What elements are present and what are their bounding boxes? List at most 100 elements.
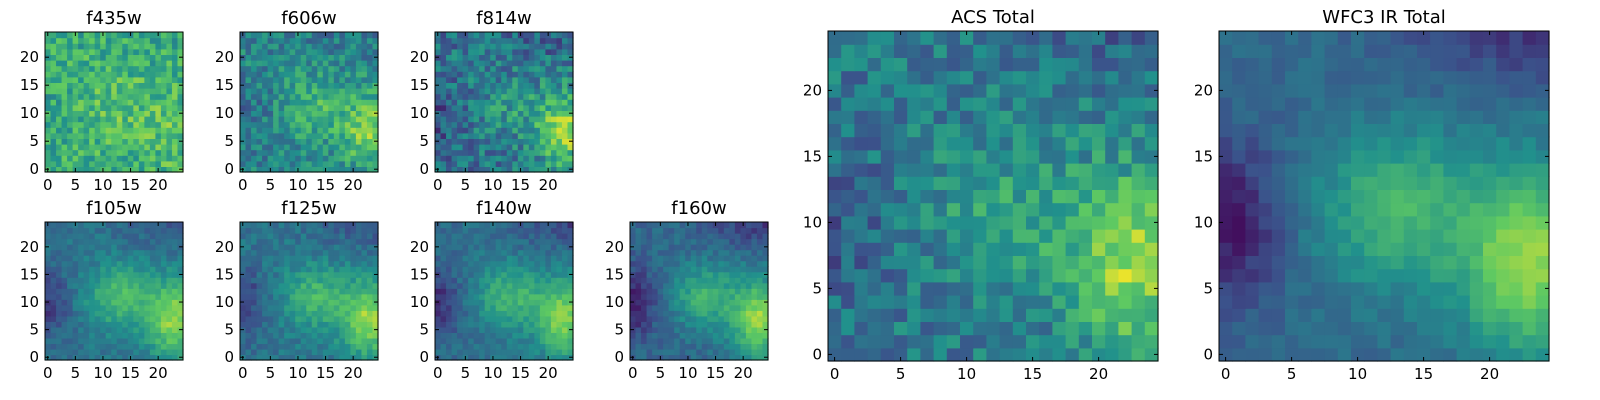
heatmap-cell [512,321,519,328]
heatmap-cell [986,321,1001,336]
heatmap-cell [960,281,974,296]
heatmap-cell [451,138,458,145]
heatmap-cell [284,310,291,317]
heatmap-cell [289,299,296,306]
heatmap-cell [635,249,642,256]
heatmap-cell [567,310,574,317]
heatmap-cell [61,277,68,284]
y-tick-label: 5 [224,132,234,150]
heatmap-cell [284,76,291,83]
heatmap-cell [1118,321,1133,336]
heatmap-cell [567,321,574,328]
heatmap-cell [479,304,486,311]
heatmap-cell [457,277,464,284]
heatmap-cell [273,166,280,173]
heatmap-cell [707,233,714,240]
heatmap-cell [539,299,546,306]
heatmap-cell [116,332,123,339]
heatmap-cell [999,347,1014,362]
heatmap-cell [690,337,697,345]
heatmap-cell [1052,347,1067,362]
heatmap-cell [273,288,280,295]
heatmap-cell [641,337,648,345]
heatmap-cell [61,43,68,50]
heatmap-cell [273,348,280,356]
heatmap-cell [111,127,118,134]
heatmap-cell [344,54,351,61]
heatmap-cell [523,326,530,333]
heatmap-cell [267,255,274,262]
heatmap-cell [50,132,57,139]
heatmap-cell [273,266,280,273]
heatmap-cell [561,343,569,350]
heatmap-cell [451,260,458,267]
heatmap-cell [674,343,681,350]
heatmap-cell [116,299,123,306]
heatmap-cell [1012,334,1027,349]
heatmap-cell [712,348,719,356]
heatmap-cell [72,104,79,111]
heatmap-cell [306,149,313,156]
heatmap-cell [278,144,285,151]
heatmap-cell [495,76,502,83]
heatmap-cell [94,332,101,339]
heatmap-cell [545,282,552,289]
heatmap-cell [111,260,118,267]
heatmap-cell [350,277,357,284]
heatmap-cell [685,337,692,345]
heatmap-cell [50,282,57,289]
heatmap-cell [828,176,842,190]
heatmap-cell [679,238,686,245]
heatmap-cell [344,326,351,333]
heatmap-cell [867,255,882,270]
heatmap-cell [828,163,842,177]
heatmap-cell [479,293,486,300]
heatmap-cell [920,321,935,336]
heatmap-cell [1131,202,1146,217]
heatmap-cell [177,149,184,156]
heatmap-cell [317,343,324,350]
heatmap-cell [933,215,948,230]
heatmap-cell [561,332,569,339]
heatmap-cell [111,282,118,289]
heatmap-cell [78,337,85,345]
heatmap-cell [122,37,129,44]
heatmap-cell [89,88,96,95]
heatmap-cell [479,271,486,278]
heatmap-cell [479,60,486,67]
heatmap-cell [556,233,563,240]
heatmap-cell [907,176,921,190]
heatmap-cell [111,116,118,123]
heatmap-cell [880,255,895,270]
heatmap-cell [479,37,486,44]
heatmap-cell [723,343,730,350]
heatmap-cell [61,138,68,145]
heatmap-cell [999,295,1014,309]
heatmap-cell [663,310,670,317]
heatmap-cell [284,93,291,100]
heatmap-cell [177,48,184,55]
heatmap-cell [311,244,318,251]
heatmap-cell [122,82,129,89]
heatmap-cell [300,310,307,317]
heatmap-cell [652,354,659,361]
heatmap-cell [322,54,329,61]
heatmap-cell [171,255,179,262]
heatmap-cell [495,149,502,156]
y-tick-label: 5 [29,321,39,339]
heatmap-cell [50,48,57,55]
heatmap-cell [641,227,648,234]
heatmap-cell [440,82,447,89]
heatmap-cell [78,93,85,100]
heatmap-cell [278,65,285,72]
heatmap-cell [479,260,486,267]
y-tick-label: 5 [224,321,234,339]
heatmap-cell [545,71,552,78]
heatmap-cell [946,189,961,204]
heatmap-cell [289,326,296,333]
heatmap-cell [127,93,134,100]
heatmap-cell [641,299,648,306]
heatmap-cell [528,266,535,273]
heatmap-cell [762,293,769,300]
